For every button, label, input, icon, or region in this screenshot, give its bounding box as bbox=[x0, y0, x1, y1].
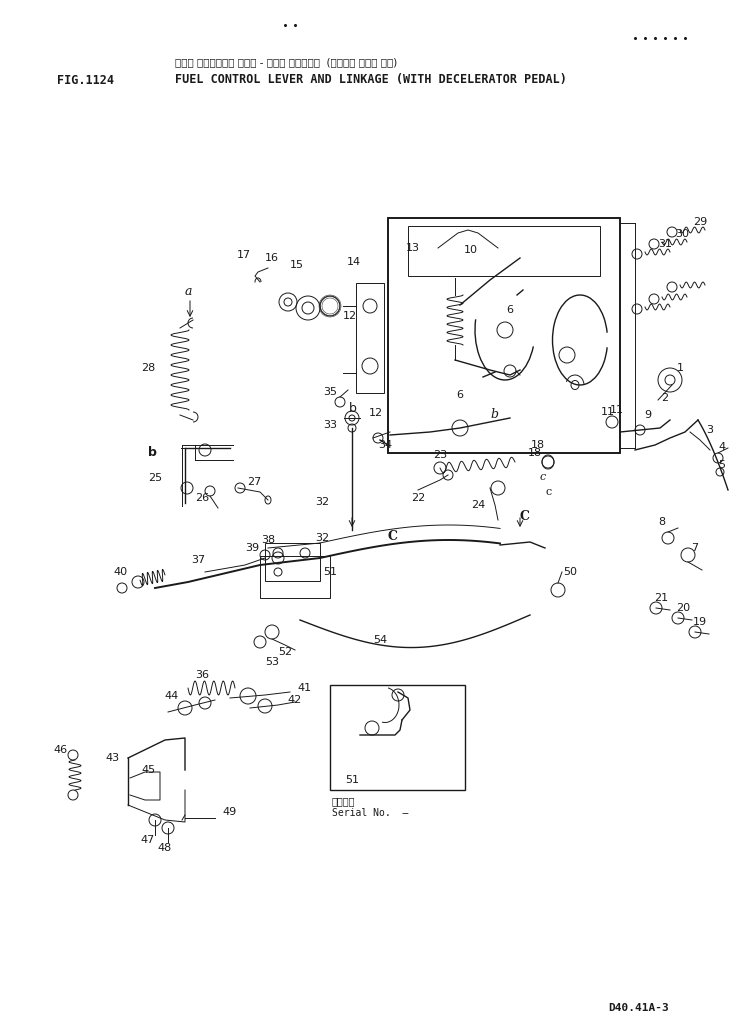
Text: 11: 11 bbox=[601, 407, 615, 417]
Text: 適用機種: 適用機種 bbox=[332, 796, 355, 806]
Bar bbox=[356, 283, 384, 393]
Text: 34: 34 bbox=[378, 440, 392, 450]
Text: 29: 29 bbox=[693, 217, 707, 227]
Text: 12: 12 bbox=[343, 311, 357, 321]
Text: 42: 42 bbox=[288, 695, 302, 705]
Text: フェル コントロール レバー - および リンケージ  (デッセル ペダル ツキ): フェル コントロール レバー - および リンケージ (デッセル ペダル ツキ) bbox=[175, 57, 397, 67]
Text: 49: 49 bbox=[223, 807, 237, 817]
Text: 48: 48 bbox=[158, 843, 172, 853]
Text: 22: 22 bbox=[411, 493, 425, 503]
Text: 28: 28 bbox=[141, 362, 155, 373]
Text: b: b bbox=[147, 446, 156, 460]
Text: Serial No.  ―: Serial No. ― bbox=[332, 808, 409, 818]
Text: 26: 26 bbox=[195, 493, 209, 503]
Text: 53: 53 bbox=[265, 657, 279, 667]
Text: c: c bbox=[545, 487, 551, 497]
Text: 11: 11 bbox=[610, 406, 624, 415]
Bar bbox=[388, 218, 620, 453]
Text: 14: 14 bbox=[347, 257, 361, 267]
Text: 31: 31 bbox=[658, 239, 672, 249]
Text: 45: 45 bbox=[141, 765, 155, 775]
Bar bbox=[260, 556, 330, 598]
Text: 32: 32 bbox=[315, 534, 329, 543]
Text: 18: 18 bbox=[528, 449, 542, 458]
Text: 44: 44 bbox=[165, 691, 179, 701]
Text: 2: 2 bbox=[662, 393, 668, 403]
Text: 16: 16 bbox=[265, 253, 279, 263]
Text: 33: 33 bbox=[323, 420, 337, 430]
Text: 6: 6 bbox=[506, 305, 514, 315]
Text: 18: 18 bbox=[531, 440, 545, 450]
Text: C: C bbox=[520, 510, 530, 523]
Text: 17: 17 bbox=[237, 250, 251, 260]
Text: 27: 27 bbox=[247, 477, 261, 487]
Text: FIG.1124: FIG.1124 bbox=[57, 74, 114, 86]
Text: 10: 10 bbox=[464, 245, 478, 255]
Text: b: b bbox=[490, 408, 498, 421]
Text: 8: 8 bbox=[659, 517, 665, 527]
Bar bbox=[330, 685, 465, 790]
Text: 12: 12 bbox=[369, 408, 383, 418]
Text: 13: 13 bbox=[406, 243, 420, 253]
Text: 25: 25 bbox=[148, 473, 162, 483]
Text: 3: 3 bbox=[707, 425, 713, 435]
Text: 20: 20 bbox=[676, 603, 690, 613]
Text: 41: 41 bbox=[298, 683, 312, 693]
Text: 50: 50 bbox=[563, 567, 577, 577]
Text: FUEL CONTROL LEVER AND LINKAGE (WITH DECELERATOR PEDAL): FUEL CONTROL LEVER AND LINKAGE (WITH DEC… bbox=[175, 74, 567, 86]
Text: 39: 39 bbox=[245, 543, 259, 553]
Text: 35: 35 bbox=[323, 387, 337, 397]
Text: 36: 36 bbox=[195, 670, 209, 680]
Text: 54: 54 bbox=[373, 635, 387, 645]
Text: 51: 51 bbox=[323, 567, 337, 577]
Text: 32: 32 bbox=[315, 497, 329, 507]
Text: 9: 9 bbox=[644, 410, 652, 420]
Text: 52: 52 bbox=[278, 647, 292, 657]
Text: 30: 30 bbox=[675, 229, 689, 239]
Text: a: a bbox=[185, 285, 192, 298]
Text: 43: 43 bbox=[105, 753, 119, 763]
Text: 47: 47 bbox=[141, 835, 155, 845]
Text: 5: 5 bbox=[719, 460, 725, 470]
Text: c: c bbox=[540, 472, 546, 482]
Text: 15: 15 bbox=[290, 260, 304, 270]
Circle shape bbox=[658, 368, 682, 392]
Text: 38: 38 bbox=[261, 535, 275, 545]
Text: 1: 1 bbox=[677, 362, 683, 373]
Text: 6: 6 bbox=[457, 390, 463, 400]
Text: 40: 40 bbox=[113, 567, 127, 577]
Text: 21: 21 bbox=[654, 593, 668, 603]
Text: b: b bbox=[349, 401, 357, 415]
Text: 23: 23 bbox=[433, 450, 447, 460]
Bar bbox=[265, 543, 320, 581]
Bar bbox=[408, 226, 600, 276]
Text: D40.41A-3: D40.41A-3 bbox=[608, 1002, 668, 1013]
Text: 46: 46 bbox=[53, 745, 67, 755]
Text: 24: 24 bbox=[471, 500, 485, 510]
Text: 51: 51 bbox=[345, 775, 359, 785]
Text: 19: 19 bbox=[693, 617, 707, 627]
Text: C: C bbox=[388, 530, 398, 543]
Text: 4: 4 bbox=[719, 442, 725, 452]
Text: 7: 7 bbox=[692, 543, 698, 553]
Text: 37: 37 bbox=[191, 555, 205, 565]
